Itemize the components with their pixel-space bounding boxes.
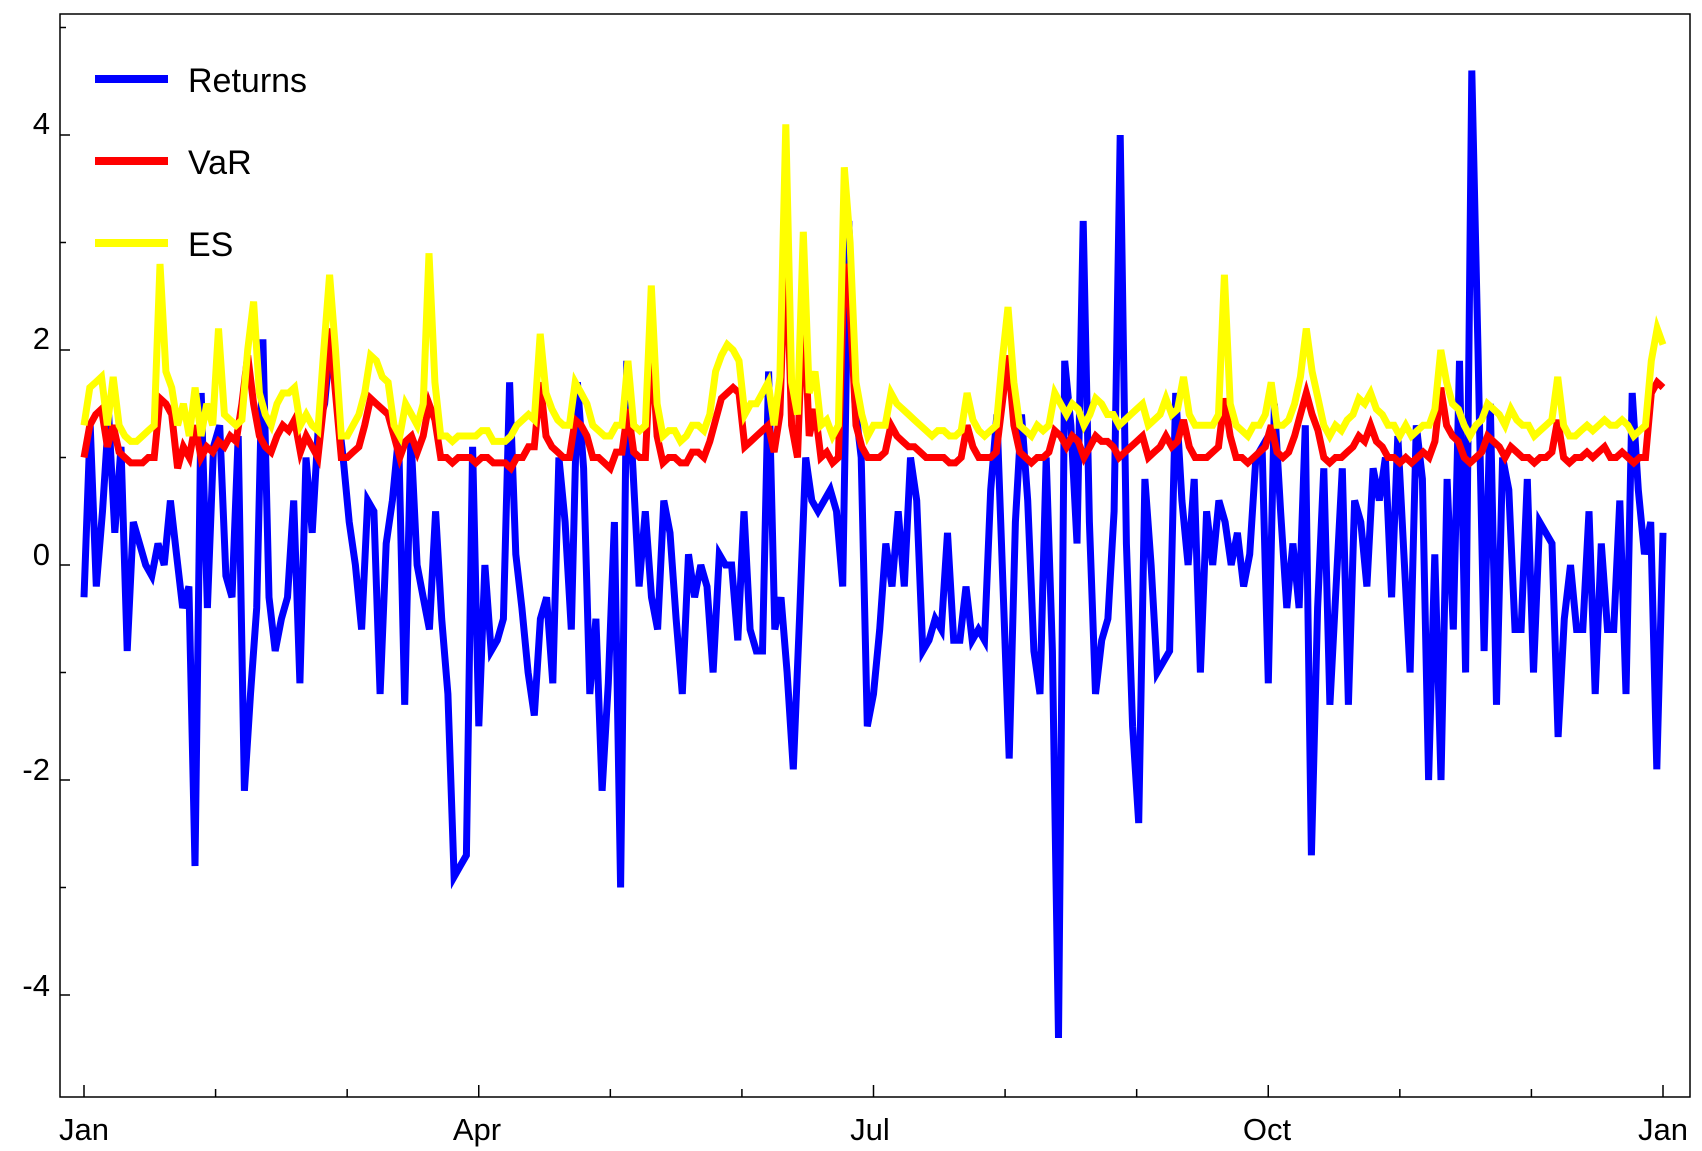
legend-label-var: VaR [188,144,252,182]
x-tick-label: Jan [59,1112,109,1147]
x-axis-ticks [83,1085,1664,1097]
x-tick-label: Jan [1638,1112,1688,1147]
y-tick-label: -4 [22,968,50,1003]
legend-label-returns: Returns [188,62,307,100]
x-tick-label: Jul [850,1112,890,1147]
y-tick-label: 4 [33,106,50,141]
x-tick-label: Apr [453,1112,501,1147]
y-tick-label: 2 [33,321,50,356]
y-axis-tick-labels: -4 -2 0 2 4 [22,106,50,1003]
y-tick-label: 0 [33,537,50,572]
series-line-returns [80,70,1667,1039]
series-line-es [80,124,1667,448]
legend-label-es: ES [188,226,233,264]
y-tick-label: -2 [22,752,50,787]
series-line-var [80,231,1666,475]
plot-frame [59,13,1691,1098]
x-tick-label: Oct [1243,1112,1292,1147]
series-layer [80,70,1667,1039]
legend: Returns VaR ES [95,62,307,264]
x-axis-tick-labels: Jan Apr Jul Oct Jan [59,1112,1688,1147]
y-axis-ticks [60,26,70,996]
